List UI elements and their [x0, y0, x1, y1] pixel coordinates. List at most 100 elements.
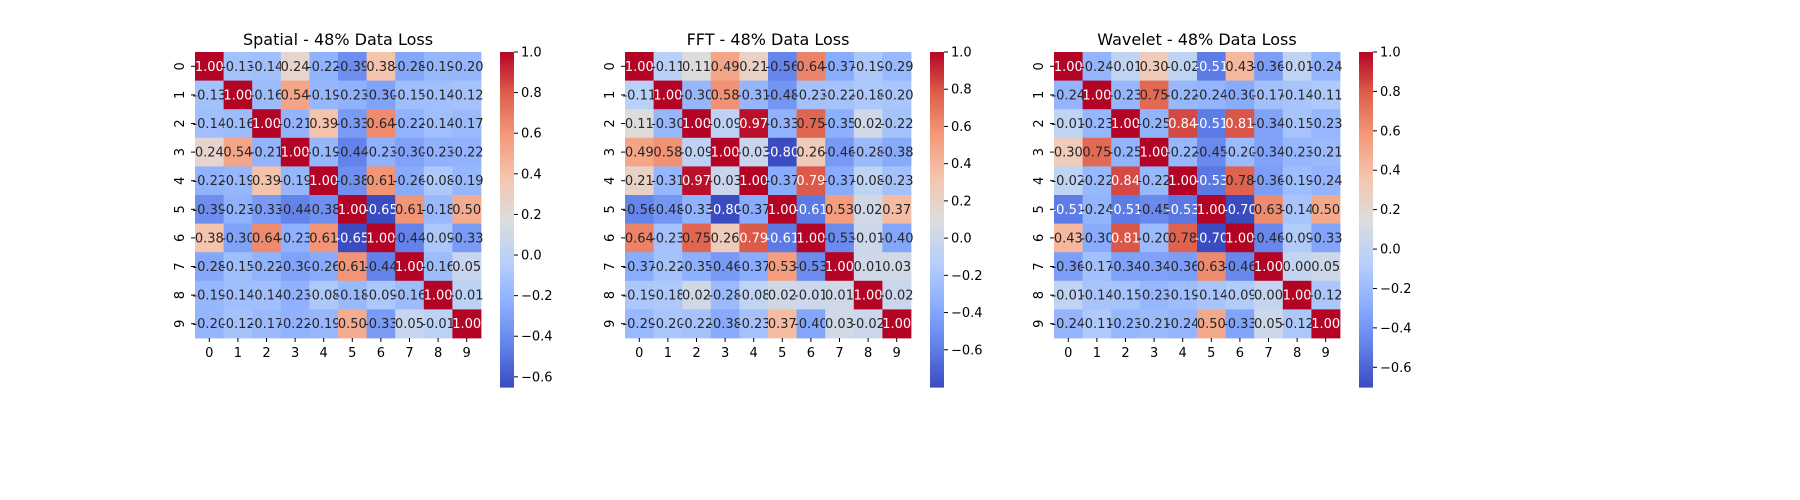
cell-annotation: -0.09 [680, 146, 714, 161]
colorbar-band [1359, 250, 1373, 254]
cell-annotation: 0.64 [252, 231, 281, 246]
colorbar-band [500, 230, 514, 235]
colorbar-band [930, 105, 944, 109]
heatmap-cell [1139, 80, 1169, 110]
heatmap-cell [825, 137, 855, 167]
colorbar-band [1359, 135, 1373, 140]
cell-annotation: -0.22 [1166, 146, 1200, 161]
cell-annotation: -0.29 [622, 317, 656, 332]
cell-annotation: -0.23 [1080, 117, 1114, 132]
heatmap-cell [1054, 52, 1083, 81]
cell-annotation: -0.23 [1309, 117, 1343, 132]
heatmap-cell [710, 166, 740, 196]
heatmap-cell [1111, 109, 1141, 139]
colorbar-band [930, 345, 944, 349]
colorbar-band [500, 82, 514, 87]
colorbar-tick-label: −0.6 [951, 343, 983, 358]
cell-annotation: -0.53 [1166, 203, 1200, 218]
cell-annotation: -0.22 [1137, 174, 1171, 189]
colorbar-band [500, 172, 514, 176]
heatmap-cell [882, 280, 912, 310]
colorbar-band [1359, 99, 1373, 103]
heatmap-cell [280, 195, 310, 224]
colorbar-band [1359, 289, 1373, 293]
heatmap-cell [223, 223, 253, 253]
colorbar-band [930, 138, 944, 142]
cell-annotation: -0.22 [651, 260, 685, 275]
colorbar-band [930, 311, 944, 316]
heatmap-cell [195, 109, 224, 139]
colorbar-band [500, 132, 514, 137]
colorbar-band [930, 308, 944, 313]
cell-annotation: -0.24 [1309, 60, 1343, 75]
cell-annotation: -0.12 [1309, 289, 1343, 304]
heatmap-cell [252, 52, 282, 81]
colorbar-band [500, 160, 514, 165]
colorbar-band [930, 57, 944, 61]
cell-annotation: -0.61 [794, 203, 828, 218]
colorbar-band [930, 127, 944, 131]
cell-annotation: -0.23 [1109, 317, 1143, 332]
colorbar-band [1359, 208, 1373, 212]
colorbar-band [500, 280, 514, 285]
chart-title: Spatial - 48% Data Loss [243, 30, 433, 49]
y-tick-label: 2 [173, 119, 188, 127]
cell-annotation: -0.20 [192, 317, 226, 332]
cell-annotation: 0.37 [768, 317, 797, 332]
colorbar-band [1359, 347, 1373, 352]
heatmap-cell [853, 309, 883, 339]
heatmap-cell [710, 252, 740, 282]
colorbar-band [1359, 353, 1373, 357]
y-tick-label: 0 [603, 62, 618, 70]
cell-annotation: 1.00 [252, 117, 281, 132]
cell-annotation: -0.38 [708, 317, 742, 332]
heatmap-cell [710, 80, 740, 110]
cell-annotation: 0.61 [338, 260, 367, 275]
cell-annotation: -0.28 [708, 289, 742, 304]
cell-annotation: 0.26 [711, 231, 740, 246]
colorbar-band [1359, 63, 1373, 67]
cell-annotation: 0.30 [1140, 60, 1169, 75]
heatmap-cell [710, 280, 740, 310]
colorbar-band [1359, 356, 1373, 360]
colorbar-band [1359, 261, 1373, 265]
cell-annotation: 0.50 [1197, 317, 1226, 332]
colorbar-band [930, 180, 944, 184]
heatmap-cell [653, 280, 683, 310]
cell-annotation: -0.03 [737, 146, 771, 161]
heatmap-cell [825, 280, 855, 310]
heatmap-cell [452, 166, 482, 196]
heatmap-cell [682, 309, 712, 339]
heatmap-cell [1311, 280, 1341, 310]
heatmap-cell [1197, 109, 1226, 139]
colorbar-band [500, 146, 514, 151]
colorbar-band [500, 350, 514, 355]
colorbar-band [930, 269, 944, 274]
cell-annotation: -0.17 [250, 317, 284, 332]
colorbar-band [930, 233, 944, 237]
colorbar-band [1359, 275, 1373, 279]
y-tick-label: 9 [603, 320, 618, 328]
colorbar-band [500, 272, 514, 276]
heatmap-cell [1111, 166, 1141, 196]
heatmap-cell [825, 252, 855, 282]
colorbar-band [1359, 292, 1373, 296]
colorbar-band [500, 144, 514, 148]
colorbar-band [930, 188, 944, 193]
colorbar-band [930, 144, 944, 148]
colorbar-band [500, 367, 514, 371]
heatmap-cell [682, 109, 712, 139]
colorbar-band [1359, 308, 1373, 313]
cell-annotation: 1.00 [309, 174, 338, 189]
colorbar-band [1359, 322, 1373, 327]
heatmap-cell [1111, 52, 1141, 81]
y-tick-label: 3 [173, 148, 188, 156]
heatmap-cell [682, 52, 712, 81]
heatmap-cell [1197, 223, 1226, 253]
colorbar-band [930, 359, 944, 363]
cell-annotation: -0.45 [1194, 146, 1228, 161]
heatmap-cell [853, 137, 883, 167]
colorbar-band [500, 339, 514, 343]
colorbar-band [930, 177, 944, 182]
heatmap-cell [195, 166, 224, 196]
